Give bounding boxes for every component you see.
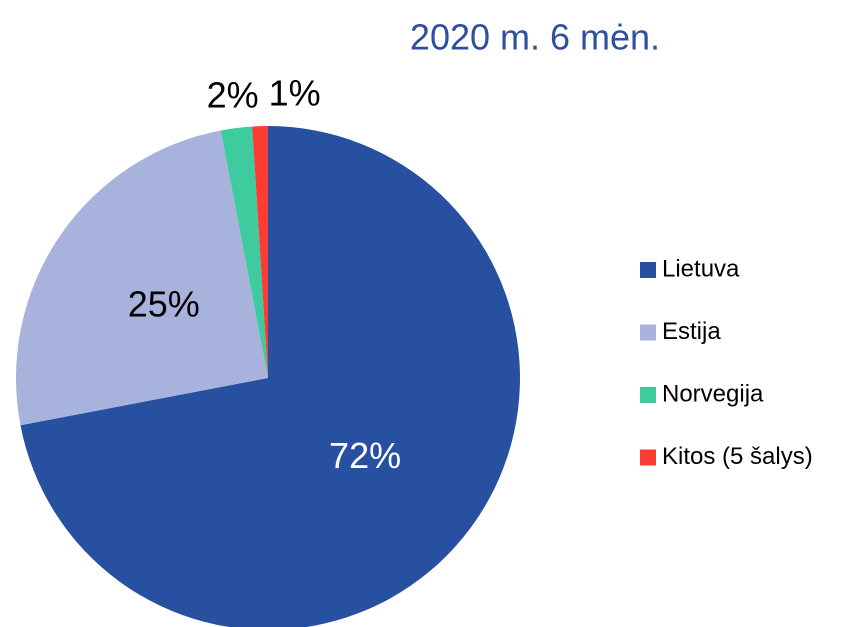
data-label: 25% <box>128 284 200 325</box>
data-label: 1% <box>269 72 321 113</box>
data-label: 72% <box>329 435 401 476</box>
legend-label: Lietuva <box>662 255 740 282</box>
pie-slice <box>252 126 268 378</box>
chart-title: 2020 m. 6 mėn. <box>410 17 660 58</box>
legend-swatch <box>640 387 656 403</box>
legend-label: Estija <box>662 318 721 345</box>
legend-label: Kitos (5 šalys) <box>662 443 813 470</box>
legend-label: Norvegija <box>662 380 764 407</box>
data-label: 2% <box>207 75 259 116</box>
pie-slice <box>220 126 268 379</box>
pie-slice <box>20 126 520 627</box>
legend-swatch <box>640 449 656 466</box>
legend-swatch <box>640 324 656 341</box>
legend-swatch <box>640 262 656 278</box>
pie-slice <box>15 130 268 426</box>
